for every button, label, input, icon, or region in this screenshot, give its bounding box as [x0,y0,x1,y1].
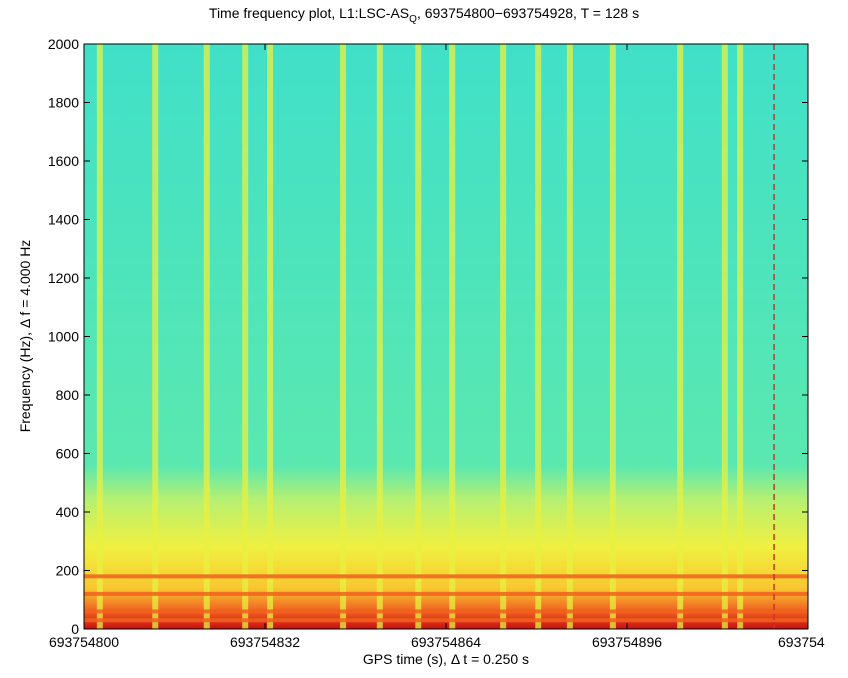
event-stripe [415,44,422,629]
event-stripe [449,44,456,629]
event-stripe [721,44,728,629]
y-tick-label: 200 [56,563,80,579]
event-stripe [609,44,616,629]
event-stripe [267,44,274,629]
x-axis-label: GPS time (s), Δ t = 0.250 s [363,651,529,667]
y-tick-label: 1800 [48,95,79,111]
event-stripe [340,44,347,629]
x-tick-label: 693754896 [592,634,662,650]
y-tick-label: 800 [56,387,80,403]
event-stripe [96,44,103,629]
y-tick-label: 2000 [48,36,79,52]
frequency-line [84,609,808,614]
x-tick-label: 693754864 [411,634,481,650]
spectrogram-background [84,44,808,629]
event-stripe [152,44,159,629]
y-tick-label: 400 [56,504,80,520]
event-stripe [203,44,210,629]
x-tick-label: 693754800 [49,634,119,650]
event-stripe [535,44,542,629]
y-tick-label: 1400 [48,212,79,228]
y-tick-label: 0 [71,621,79,637]
title-part: Time frequency plot, L1:LSC-AS [209,5,409,21]
event-stripe [566,44,573,629]
x-tick-label: 693754832 [230,634,300,650]
event-stripe [737,44,744,629]
chart-title: Time frequency plot, L1:LSC-ASQ, 6937548… [209,5,639,25]
y-tick-label: 1600 [48,153,79,169]
frequency-line [84,591,808,596]
event-stripe [242,44,249,629]
y-tick-label: 1000 [48,329,79,345]
y-tick-label: 1200 [48,270,79,286]
x-tick-label: 693754 [778,634,825,650]
event-stripe [677,44,684,629]
title-part: , 693754800−693754928, T = 128 s [417,5,639,21]
y-tick-label: 600 [56,446,80,462]
frequency-line [84,618,808,623]
frequency-line [84,574,808,579]
event-stripe [500,44,507,629]
title-subscript: Q [409,14,417,25]
event-stripe [376,44,383,629]
y-axis-label: Frequency (Hz), Δ f = 4.000 Hz [17,240,33,433]
